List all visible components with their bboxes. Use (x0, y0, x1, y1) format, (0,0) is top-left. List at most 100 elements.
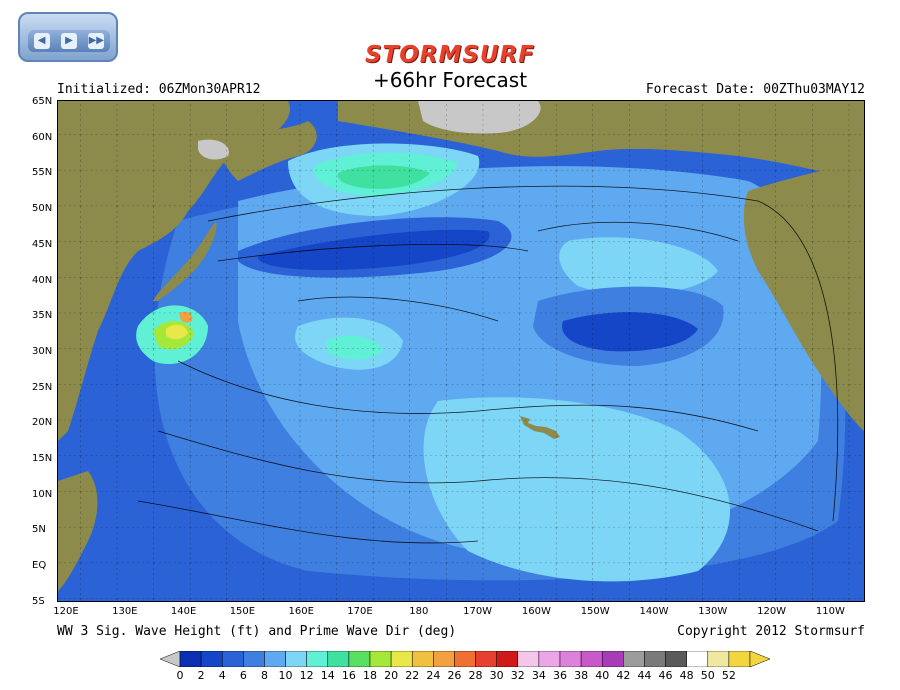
lon-label: 140W (639, 606, 669, 617)
lon-label: 140E (170, 606, 197, 617)
colorbar-swatch (580, 650, 603, 668)
lon-label: 150W (580, 606, 610, 617)
colorbar-tick-label: 14 (320, 669, 335, 682)
colorbar-tick-label: 40 (595, 669, 610, 682)
colorbar-swatch (411, 650, 434, 668)
colorbar-swatch (306, 650, 329, 668)
colorbar-swatch (179, 650, 202, 668)
colorbar-tick-label: 4 (218, 669, 226, 682)
colorbar-tick-label: 32 (510, 669, 525, 682)
lon-label: 130W (698, 606, 728, 617)
lon-label: 170E (347, 606, 373, 617)
fast-forward-icon[interactable]: ▶▶ (88, 33, 105, 49)
colorbar-tick-label: 48 (679, 669, 694, 682)
colorbar-low-arrow (159, 650, 181, 668)
map-canvas (58, 101, 864, 601)
colorbar-swatch (327, 650, 350, 668)
colorbar-tick-label: 10 (278, 669, 293, 682)
colorbar-swatch (221, 650, 244, 668)
lat-label: 10N (32, 488, 53, 500)
lat-label: 25N (32, 381, 53, 393)
play-icon[interactable]: ▶ (60, 33, 77, 49)
colorbar-tick-label: 20 (384, 669, 399, 682)
lon-label: 160E (288, 606, 314, 617)
lon-label: 180 (409, 606, 429, 617)
lat-label: 65N (32, 96, 53, 107)
colorbar-swatch (644, 650, 666, 668)
colorbar-high-arrow (749, 650, 771, 668)
initialized-label: Initialized: 06ZMon30APR12 (57, 82, 261, 97)
colorbar-tick-label: 30 (489, 669, 504, 682)
colorbar-tick-label: 8 (260, 669, 268, 682)
colorbar-swatch (623, 650, 645, 668)
colorbar-swatch (433, 650, 455, 668)
wave-height-colorbar (159, 650, 771, 668)
colorbar-tick-label: 34 (531, 669, 546, 682)
lat-label: 40N (32, 274, 53, 286)
colorbar-swatch (475, 650, 497, 668)
lat-label: 5S (32, 595, 45, 607)
colorbar-swatch (369, 650, 392, 668)
colorbar-swatch (686, 650, 709, 668)
colorbar-swatch (665, 650, 687, 668)
lon-label: 150E (229, 606, 256, 617)
colorbar-swatch (728, 650, 751, 668)
lat-label: 15N (32, 453, 53, 464)
colorbar-tick-label: 38 (574, 669, 589, 682)
colorbar-tick-label: 18 (363, 669, 377, 682)
lat-label: 35N (32, 310, 53, 322)
lat-lon-grid (58, 101, 864, 601)
lon-label: 120E (53, 606, 79, 617)
colorbar-swatch (390, 650, 413, 668)
forecast-title: +66hr Forecast (372, 68, 528, 92)
colorbar-svg (159, 650, 771, 668)
wave-height-map (57, 100, 865, 602)
lon-label: 130E (112, 606, 138, 617)
colorbar-tick-label: 44 (637, 669, 652, 682)
colorbar-tick-label: 36 (553, 669, 567, 682)
lat-label: 55N (32, 167, 53, 179)
colorbar-swatch (707, 650, 730, 668)
colorbar-swatch (454, 650, 476, 668)
colorbar-swatch (285, 650, 307, 668)
colorbar-swatch (601, 650, 624, 668)
colorbar-tick-label: 24 (426, 669, 441, 682)
lon-label: 160W (521, 606, 551, 617)
forecast-date-label: Forecast Date: 00ZThu03MAY12 (645, 82, 865, 97)
animation-button-bar: ◀ ▶ ▶▶ (28, 30, 110, 52)
colorbar-swatch (517, 650, 540, 668)
colorbar-swatch (200, 650, 223, 668)
map-subtitle: WW 3 Sig. Wave Height (ft) and Prime Wav… (57, 624, 457, 639)
lat-label: 30N (32, 345, 53, 357)
brand-logo: STORMSURF (364, 42, 536, 68)
colorbar-swatch (538, 650, 561, 668)
colorbar-tick-label: 28 (468, 669, 483, 682)
colorbar-tick-label: 26 (447, 669, 462, 682)
rewind-icon[interactable]: ◀ (33, 33, 50, 49)
lon-label: 120W (757, 606, 787, 617)
colorbar-tick-label: 22 (405, 669, 420, 682)
lat-label: 5N (32, 524, 46, 536)
colorbar-tick-label: 12 (299, 669, 314, 682)
colorbar-swatch (264, 650, 286, 668)
lon-label: 110W (815, 606, 845, 617)
lat-label: 45N (32, 238, 53, 250)
colorbar-swatch (559, 650, 582, 668)
copyright-label: Copyright 2012 Stormsurf (677, 624, 865, 639)
colorbar-swatch (243, 650, 265, 668)
colorbar-tick-label: 2 (197, 669, 205, 682)
lat-label: 20N (32, 417, 53, 429)
colorbar-swatch (496, 650, 519, 668)
colorbar-tick-label: 6 (239, 669, 247, 682)
colorbar-tick-label: 16 (341, 669, 356, 682)
lat-label: 50N (32, 203, 53, 215)
colorbar-tick-label: 0 (176, 669, 184, 682)
colorbar-tick-label: 50 (700, 669, 715, 682)
animation-controls: ◀ ▶ ▶▶ (18, 12, 118, 62)
colorbar-tick-label: 42 (616, 669, 631, 682)
lon-label: 170W (463, 606, 493, 617)
colorbar-swatch (348, 650, 371, 668)
lat-label: 60N (32, 131, 53, 143)
lat-label: EQ (32, 560, 47, 572)
colorbar-tick-label: 52 (721, 669, 736, 682)
